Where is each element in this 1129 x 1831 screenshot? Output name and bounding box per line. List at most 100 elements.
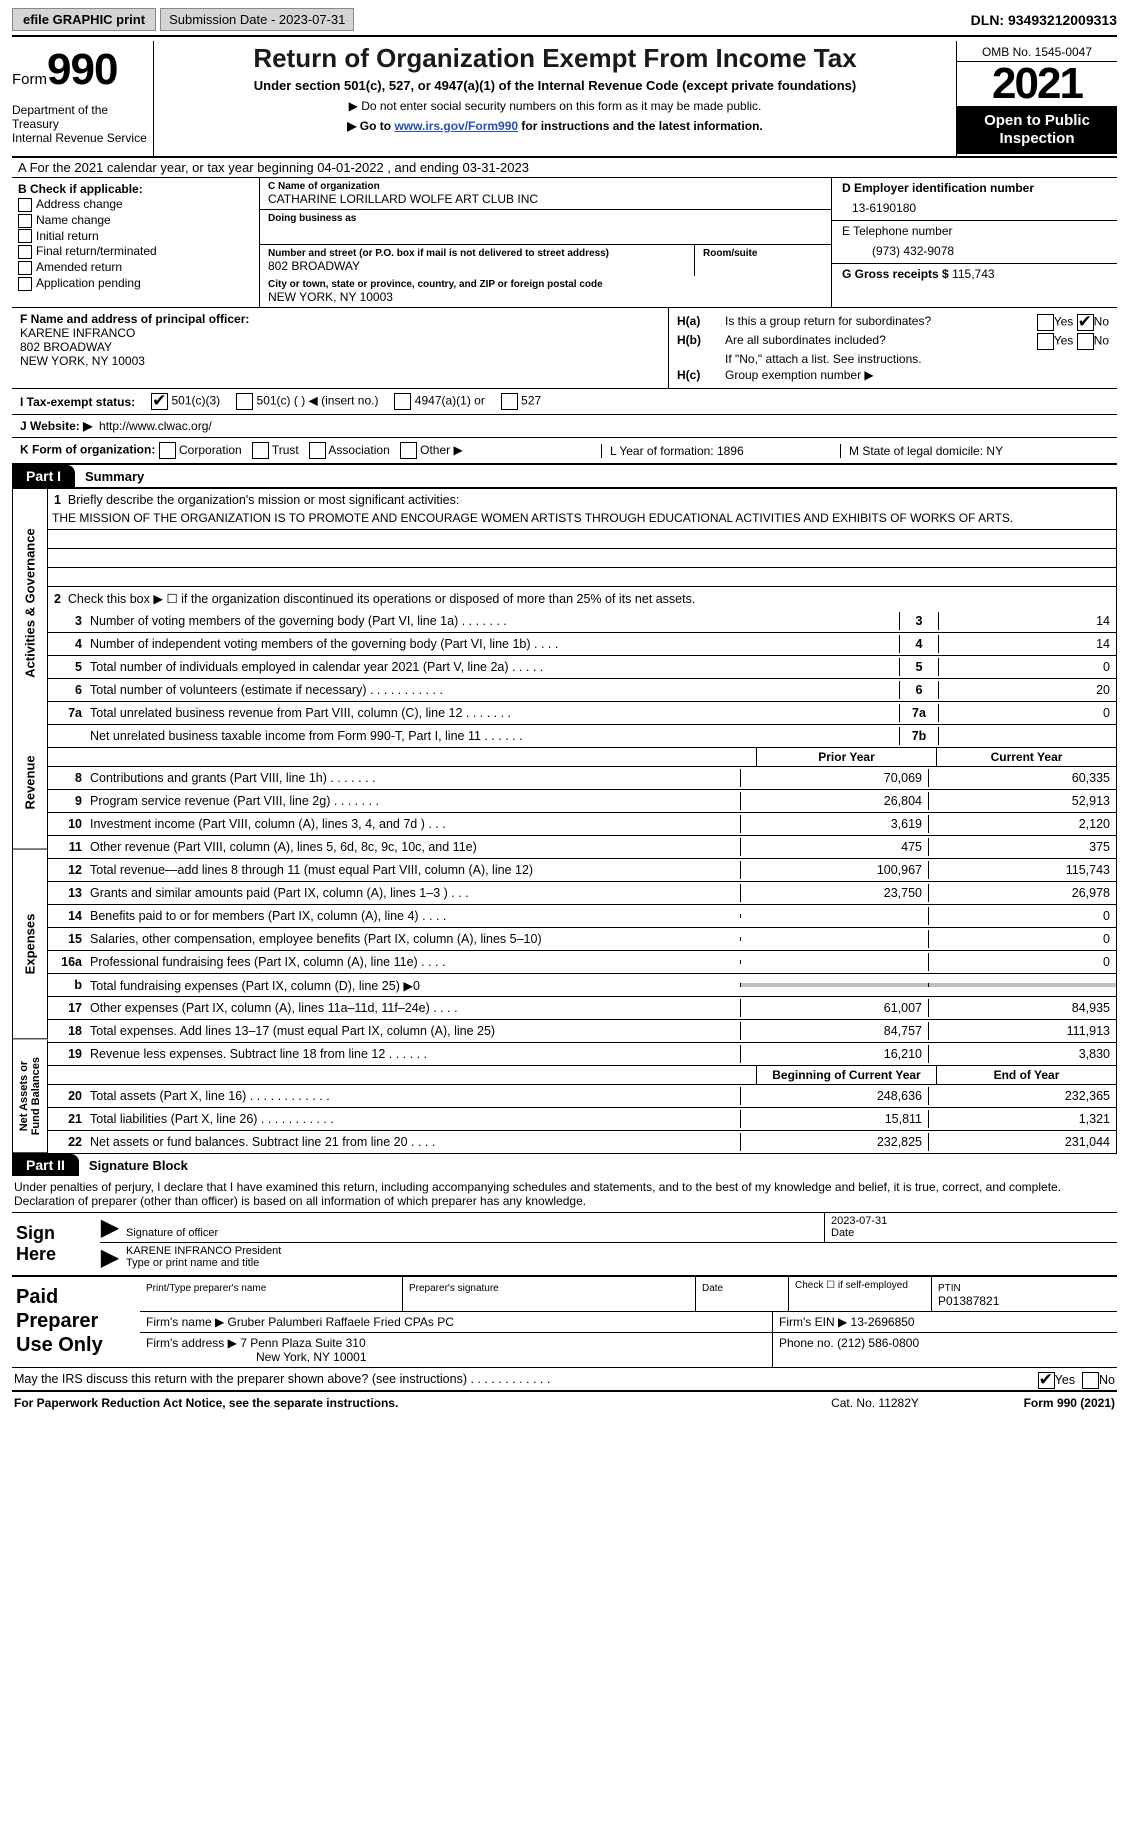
- ha-no[interactable]: [1077, 314, 1094, 331]
- form990-link[interactable]: www.irs.gov/Form990: [394, 119, 518, 133]
- form-number: 990: [47, 45, 117, 95]
- col-b-title: B Check if applicable:: [18, 182, 253, 196]
- street-label: Number and street (or P.O. box if mail i…: [268, 248, 686, 259]
- sum-row: 9Program service revenue (Part VIII, lin…: [48, 790, 1116, 813]
- foot-catno: Cat. No. 11282Y: [795, 1396, 955, 1410]
- hc-text: Group exemption number ▶: [725, 368, 1109, 382]
- sum-row: 5Total number of individuals employed in…: [48, 656, 1116, 679]
- prior-year-hdr: Prior Year: [756, 748, 936, 766]
- prep-name-label: Print/Type preparer's name: [146, 1283, 266, 1294]
- colb-item[interactable]: Amended return: [18, 260, 253, 275]
- website-label: J Website: ▶: [20, 419, 92, 433]
- officer-name: KARENE INFRANCO: [20, 326, 135, 340]
- hb-no[interactable]: [1077, 333, 1094, 350]
- sum-row: 12Total revenue—add lines 8 through 11 (…: [48, 859, 1116, 882]
- officer-label: F Name and address of principal officer:: [20, 312, 249, 326]
- l1: Briefly describe the organization's miss…: [68, 493, 459, 507]
- l2: Check this box ▶ ☐ if the organization d…: [68, 592, 695, 606]
- firm-addr-label: Firm's address ▶: [146, 1336, 237, 1350]
- sign-block: Sign Here ▶Signature of officer2023-07-3…: [12, 1212, 1117, 1275]
- form-word: Form: [12, 71, 47, 88]
- sum-row: 17Other expenses (Part IX, column (A), l…: [48, 997, 1116, 1020]
- foot-left: For Paperwork Reduction Act Notice, see …: [14, 1396, 795, 1410]
- sum-row: 21Total liabilities (Part X, line 26) . …: [48, 1108, 1116, 1131]
- form-header: Form990 Department of the Treasury Inter…: [12, 41, 1117, 156]
- room-label: Room/suite: [703, 248, 823, 259]
- colb-item[interactable]: Application pending: [18, 276, 253, 291]
- discuss-yes[interactable]: [1038, 1372, 1055, 1389]
- dln: DLN: 93493212009313: [971, 12, 1117, 28]
- row-a: A For the 2021 calendar year, or tax yea…: [12, 156, 1117, 178]
- sig-name-label: Type or print name and title: [126, 1257, 259, 1269]
- ein-label: D Employer identification number: [842, 181, 1107, 195]
- prep-date-label: Date: [702, 1283, 723, 1294]
- ha-text: Is this a group return for subordinates?: [725, 314, 979, 331]
- officer-addr2: NEW YORK, NY 10003: [20, 354, 145, 368]
- officer-addr1: 802 BROADWAY: [20, 340, 112, 354]
- discuss-no[interactable]: [1082, 1372, 1099, 1389]
- gross: 115,743: [952, 267, 995, 281]
- firm-ein: 13-2696850: [851, 1315, 915, 1329]
- website[interactable]: http://www.clwac.org/: [99, 419, 212, 433]
- firm-addr2: New York, NY 10001: [146, 1350, 367, 1364]
- sum-row: 16aProfessional fundraising fees (Part I…: [48, 951, 1116, 974]
- colb-item[interactable]: Final return/terminated: [18, 244, 253, 259]
- hb-yes[interactable]: [1037, 333, 1054, 350]
- form-note2: ▶ Go to www.irs.gov/Form990 for instruct…: [162, 119, 948, 133]
- sig-officer-label: Signature of officer: [126, 1227, 218, 1239]
- dba-label: Doing business as: [268, 213, 823, 224]
- row-j: J Website: ▶ http://www.clwac.org/: [12, 414, 1117, 437]
- colb-item[interactable]: Initial return: [18, 229, 253, 244]
- sum-row: 3Number of voting members of the governi…: [48, 610, 1116, 633]
- colb-item[interactable]: Name change: [18, 213, 253, 228]
- part1-hdr: Part I: [12, 465, 75, 487]
- summary-table: Activities & Governance Revenue Expenses…: [12, 487, 1117, 1154]
- discuss-row: May the IRS discuss this return with the…: [12, 1367, 1117, 1390]
- sum-row: Net unrelated business taxable income fr…: [48, 725, 1116, 748]
- ptin-label: PTIN: [938, 1283, 961, 1294]
- sec-h: H(a)Is this a group return for subordina…: [669, 308, 1117, 388]
- form-title: Return of Organization Exempt From Incom…: [162, 43, 948, 74]
- discuss-text: May the IRS discuss this return with the…: [14, 1372, 550, 1386]
- tel-label: E Telephone number: [842, 224, 1107, 238]
- cb-501c[interactable]: [236, 393, 253, 410]
- sum-row: 13Grants and similar amounts paid (Part …: [48, 882, 1116, 905]
- sum-row: 11Other revenue (Part VIII, column (A), …: [48, 836, 1116, 859]
- sum-row: 10Investment income (Part VIII, column (…: [48, 813, 1116, 836]
- current-year-hdr: Current Year: [936, 748, 1116, 766]
- sum-row: 15Salaries, other compensation, employee…: [48, 928, 1116, 951]
- tel: (973) 432-9078: [842, 238, 1107, 260]
- sec-f: F Name and address of principal officer:…: [12, 308, 669, 388]
- sum-row: 22Net assets or fund balances. Subtract …: [48, 1131, 1116, 1153]
- footer: For Paperwork Reduction Act Notice, see …: [12, 1390, 1117, 1414]
- sum-row: 8Contributions and grants (Part VIII, li…: [48, 767, 1116, 790]
- city-label: City or town, state or province, country…: [268, 279, 823, 290]
- firm-ein-label: Firm's EIN ▶: [779, 1315, 847, 1329]
- cb-4947[interactable]: [394, 393, 411, 410]
- colb-item[interactable]: Address change: [18, 197, 253, 212]
- tab-revenue: Revenue: [13, 717, 48, 850]
- tab-net: Net Assets or Fund Balances: [13, 1040, 48, 1153]
- firm-phone-label: Phone no.: [779, 1336, 834, 1350]
- ptin: P01387821: [938, 1294, 999, 1308]
- year-formation: L Year of formation: 1896: [601, 444, 840, 458]
- city: NEW YORK, NY 10003: [268, 290, 823, 304]
- firm-name-label: Firm's name ▶: [146, 1315, 224, 1329]
- row-k: K Form of organization: Corporation Trus…: [12, 437, 1117, 465]
- col-d: D Employer identification number13-61901…: [832, 178, 1117, 307]
- prep-selfemp: Check ☐ if self-employed: [789, 1277, 932, 1311]
- sum-row: 7aTotal unrelated business revenue from …: [48, 702, 1116, 725]
- street: 802 BROADWAY: [268, 259, 686, 273]
- preparer-block: Paid Preparer Use Only Print/Type prepar…: [12, 1275, 1117, 1367]
- foot-right: Form 990 (2021): [955, 1396, 1115, 1410]
- org-name: CATHARINE LORILLARD WOLFE ART CLUB INC: [268, 192, 823, 206]
- sum-row: 18Total expenses. Add lines 13–17 (must …: [48, 1020, 1116, 1043]
- sum-row: 20Total assets (Part X, line 16) . . . .…: [48, 1085, 1116, 1108]
- open-to-public: Open to Public Inspection: [957, 106, 1117, 154]
- efile-print-button[interactable]: efile GRAPHIC print: [12, 8, 156, 31]
- cb-527[interactable]: [501, 393, 518, 410]
- ha-yes[interactable]: [1037, 314, 1054, 331]
- cb-501c3[interactable]: [151, 393, 168, 410]
- org-name-label: C Name of organization: [268, 181, 823, 192]
- state-domicile: M State of legal domicile: NY: [840, 444, 1109, 458]
